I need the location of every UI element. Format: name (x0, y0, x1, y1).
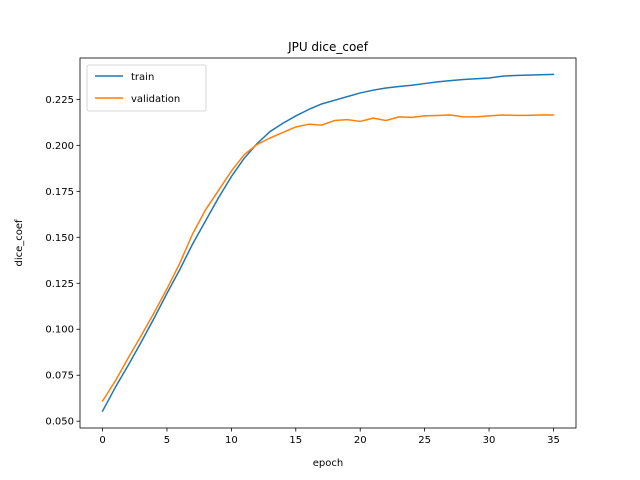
x-tick-label: 25 (418, 435, 431, 446)
series-line-train (101, 73, 555, 413)
plot-frame (79, 57, 577, 429)
y-tick-label: 0.225 (45, 95, 74, 106)
chart-title: JPU dice_coef (287, 40, 369, 54)
x-tick-label: 35 (547, 435, 560, 446)
x-tick-label: 0 (99, 435, 105, 446)
y-axis: 0.050 0.075 0.100 0.125 0.150 0.175 0.200 0.225 (45, 95, 80, 428)
series-line-validation (101, 114, 555, 403)
x-tick-label: 30 (483, 435, 496, 446)
x-tick-label: 5 (164, 435, 170, 446)
x-tick-label: 10 (225, 435, 238, 446)
series-layer (101, 73, 555, 413)
legend-label-validation: validation (131, 94, 180, 105)
y-tick-label: 0.200 (45, 141, 74, 152)
x-tick-label: 20 (354, 435, 367, 446)
y-tick-label: 0.150 (45, 233, 74, 244)
y-tick-label: 0.075 (45, 371, 74, 382)
x-axis-label: epoch (313, 458, 343, 469)
y-tick-label: 0.100 (45, 325, 74, 336)
y-tick-label: 0.175 (45, 187, 74, 198)
legend-label-train: train (131, 72, 154, 83)
y-tick-label: 0.125 (45, 279, 74, 290)
x-axis: 0 5 10 15 20 25 30 35 (99, 428, 560, 446)
x-tick-label: 15 (289, 435, 302, 446)
y-tick-label: 0.050 (45, 417, 74, 428)
legend: train validation (86, 64, 207, 112)
y-axis-label: dice_coef (14, 219, 25, 267)
